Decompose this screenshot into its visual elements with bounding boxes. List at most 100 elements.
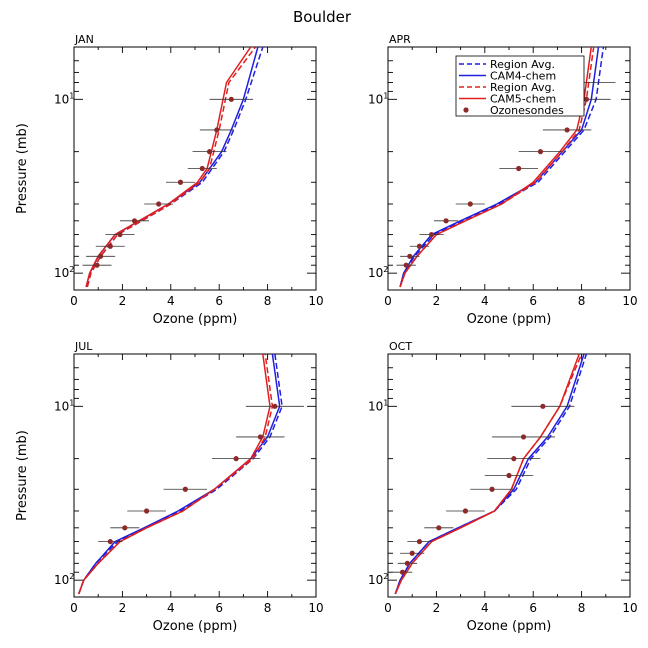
series-cam5 — [85, 47, 252, 288]
series-cam5 — [78, 354, 271, 595]
series-cam5-region — [78, 354, 274, 595]
x-axis-title: Ozone (ppm) — [467, 619, 552, 634]
obs-point — [443, 218, 449, 224]
obs-point — [511, 456, 517, 462]
x-tick-label: 10 — [622, 601, 637, 615]
series-cam4 — [85, 47, 259, 288]
obs-point — [409, 550, 415, 556]
x-tick-label: 8 — [578, 294, 586, 308]
x-axis-title: Ozone (ppm) — [153, 312, 238, 327]
x-tick-label: 4 — [167, 601, 175, 615]
legend-box — [455, 55, 585, 117]
legend-marker — [463, 107, 469, 113]
obs-point — [489, 486, 495, 492]
obs-point — [564, 127, 570, 133]
y-tick-label: 102 — [54, 572, 74, 587]
series-cam5-region — [394, 354, 583, 595]
obs-point — [416, 243, 423, 249]
y-axis-title: Pressure (mb) — [15, 430, 30, 521]
obs-point — [107, 538, 113, 545]
obs-point — [94, 262, 100, 268]
y-tick-label: 102 — [368, 265, 388, 280]
obs-point — [257, 434, 263, 440]
x-tick-label: 8 — [264, 601, 272, 615]
legend-label: CAM5-chem — [490, 93, 556, 106]
obs-point — [156, 201, 162, 207]
x-tick-label: 4 — [481, 601, 489, 615]
chart-title: Boulder — [293, 8, 352, 26]
series-cam4 — [78, 354, 281, 595]
x-tick-label: 0 — [384, 601, 392, 615]
plot-area — [82, 47, 264, 288]
x-tick-label: 10 — [308, 294, 323, 308]
obs-point — [467, 201, 473, 207]
panel-title: JUL — [74, 340, 93, 353]
obs-point — [403, 262, 409, 268]
obs-point — [428, 231, 435, 238]
obs-point — [506, 472, 512, 479]
obs-point — [107, 243, 113, 249]
obs-point — [399, 569, 406, 575]
x-tick-label: 0 — [70, 601, 78, 615]
x-tick-label: 8 — [264, 294, 272, 308]
obs-point — [177, 179, 184, 185]
legend-label: Region Avg. — [490, 58, 555, 71]
series-cam4-region — [78, 354, 283, 595]
x-tick-label: 4 — [167, 294, 175, 308]
obs-point — [416, 538, 423, 545]
obs-point — [272, 403, 278, 409]
x-tick-label: 10 — [622, 294, 637, 308]
panel-jul: JUL 0 2 4 6 8 10 Ozone (ppm) 101 102 Pressure (mb) — [15, 340, 324, 634]
obs-point — [407, 253, 413, 259]
x-tick-label: 2 — [119, 294, 127, 308]
series-cam5 — [394, 354, 580, 595]
y-tick-label: 101 — [368, 398, 388, 413]
x-tick-label: 2 — [433, 601, 441, 615]
y-tick-label: 101 — [54, 91, 74, 106]
obs-point — [540, 403, 546, 409]
obs-point — [520, 434, 527, 440]
y-tick-label: 102 — [368, 572, 388, 587]
obs-point — [233, 456, 239, 462]
obs-point — [182, 486, 188, 492]
obs-point — [214, 127, 220, 133]
plot-area — [392, 354, 588, 595]
obs-point — [98, 253, 104, 259]
x-tick-label: 10 — [308, 601, 323, 615]
legend-label: Ozonesondes — [490, 104, 564, 117]
obs-point — [117, 231, 123, 238]
obs-point — [436, 525, 442, 531]
y-axis-title: Pressure (mb) — [15, 123, 30, 214]
legend-label: Region Avg. — [490, 81, 555, 94]
obs-point — [462, 508, 469, 514]
obs-point — [199, 165, 205, 172]
x-tick-label: 6 — [529, 601, 537, 615]
y-tick-label: 101 — [54, 398, 74, 413]
x-axis-title: Ozone (ppm) — [467, 312, 552, 327]
series-cam4-region — [394, 354, 588, 595]
obs-point — [516, 165, 522, 172]
panel-oct: OCT 0 2 4 6 8 10 Ozone (ppm) 101 102 — [368, 340, 638, 634]
x-tick-label: 2 — [433, 294, 441, 308]
series-cam5-region — [86, 47, 257, 288]
obs-point — [144, 508, 150, 514]
x-tick-label: 4 — [481, 294, 489, 308]
series-cam4-region — [86, 47, 264, 288]
x-tick-label: 6 — [529, 294, 537, 308]
x-tick-label: 0 — [384, 294, 392, 308]
series-cam5 — [399, 47, 593, 288]
obs-point — [404, 560, 410, 566]
panel-title: JAN — [74, 33, 94, 46]
x-axis-title: Ozone (ppm) — [153, 619, 238, 634]
x-tick-label: 2 — [119, 601, 127, 615]
x-tick-label: 0 — [70, 294, 78, 308]
y-tick-label: 101 — [368, 91, 388, 106]
x-tick-label: 6 — [215, 601, 223, 615]
panel-title: APR — [389, 33, 411, 46]
series-cam4 — [394, 354, 585, 595]
plot-area — [78, 354, 304, 595]
y-tick-label: 102 — [54, 265, 74, 280]
